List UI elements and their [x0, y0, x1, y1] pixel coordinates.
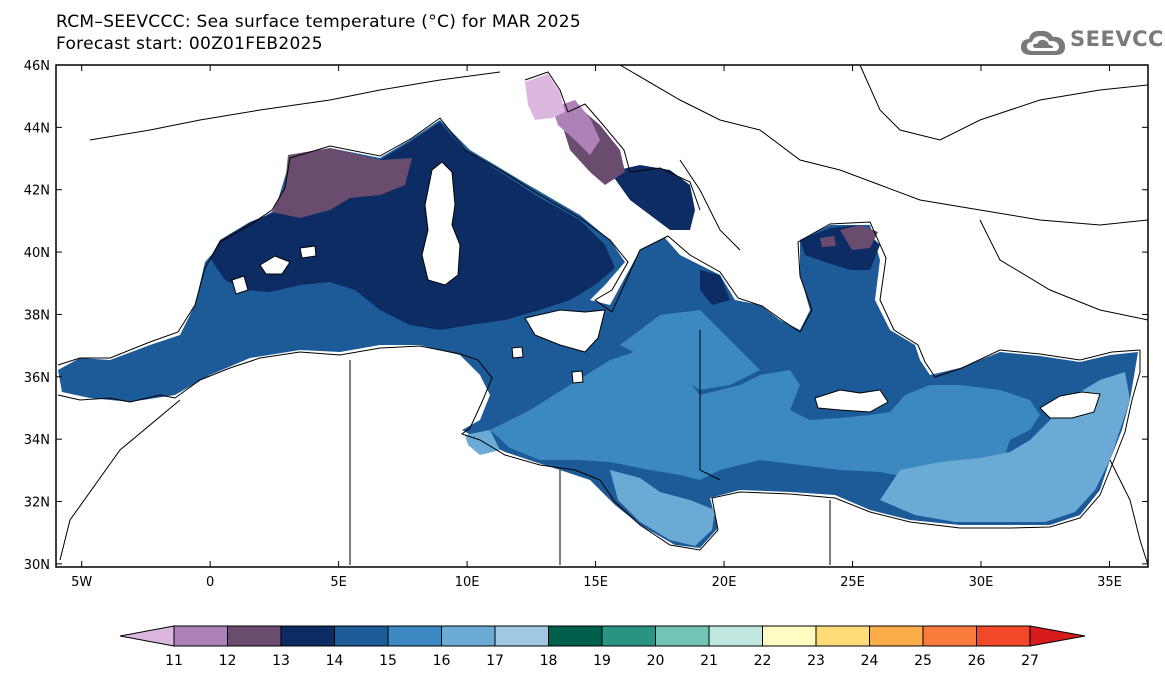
seevccc-logo-text: SEEVCCC [1070, 27, 1165, 51]
lat-tick-label: 32N [24, 496, 50, 511]
balearic-island-mallorca [259, 255, 291, 275]
colorbar-label: 23 [807, 653, 825, 669]
colorbar-low-triangle [119, 625, 175, 647]
crete-island [814, 389, 889, 413]
lon-tick-label: 30E [969, 575, 994, 590]
colorbar: 11 12 13 14 15 16 17 18 19 20 21 22 23 24 25 26 27 [119, 625, 1086, 669]
colorbar-swatch [387, 625, 442, 647]
lon-tick-label: 35E [1097, 575, 1122, 590]
colorbar-label: 21 [700, 653, 718, 669]
colorbar-swatch [173, 625, 228, 647]
colorbar-high-triangle [1029, 625, 1086, 647]
lat-tick-label: 30N [24, 558, 50, 573]
lat-tick-label: 46N [24, 59, 50, 74]
colorbar-label: 11 [165, 653, 183, 669]
lon-tick-label: 0 [206, 575, 214, 590]
lat-tick-label: 42N [24, 184, 50, 199]
balearic-island-minorca [299, 245, 317, 259]
sea-region-14-ionian [700, 270, 730, 305]
colorbar-swatch [762, 625, 817, 647]
colorbar-swatch [280, 625, 335, 647]
colorbar-swatch [708, 625, 763, 647]
colorbar-label: 13 [272, 653, 290, 669]
sea-region-13-small [820, 236, 836, 247]
colorbar-label: 14 [326, 653, 344, 669]
colorbar-swatch [441, 625, 496, 647]
cyprus-island [1039, 391, 1101, 419]
colorbar-label: 22 [754, 653, 772, 669]
sea-region-16 [490, 350, 1040, 480]
colorbar-label: 20 [647, 653, 665, 669]
colorbar-swatch [227, 625, 282, 647]
sea-region-17-libya [610, 470, 715, 546]
colorbar-label: 18 [540, 653, 558, 669]
sea-region-17-tunisia [465, 430, 500, 455]
lat-tick-label: 44N [24, 121, 50, 136]
corsica-sardinia [421, 161, 461, 286]
colorbar-label: 17 [486, 653, 504, 669]
colorbar-label: 19 [593, 653, 611, 669]
latitude-axis: 46N 44N 42N 40N 38N 36N 34N 32N 30N [24, 59, 1148, 573]
lat-tick-label: 36N [24, 371, 50, 386]
colorbar-label: 12 [219, 653, 237, 669]
colorbar-swatch [601, 625, 656, 647]
colorbar-label: 25 [914, 653, 932, 669]
sea-region-11-adriatic [525, 74, 565, 120]
sea-region-16-ionian [620, 310, 760, 390]
balearic-island-ibiza [231, 275, 249, 295]
forecast-start-label: Forecast start: 00Z01FEB2025 [56, 34, 323, 54]
colorbar-swatch [869, 625, 924, 647]
colorbar-label: 15 [379, 653, 397, 669]
colorbar-label: 16 [433, 653, 451, 669]
lon-tick-label: 20E [712, 575, 737, 590]
sea-region-14-adriatic [610, 165, 695, 230]
sicily-island [524, 309, 606, 353]
pantelleria-island [511, 346, 524, 359]
colorbar-swatch [334, 625, 389, 647]
map-title: RCM–SEEVCCC: Sea surface temperature (°C… [56, 12, 582, 32]
colorbar-swatch [922, 625, 977, 647]
longitude-axis: 5W 0 5E 10E 15E 20E 25E 30E 35E [71, 65, 1122, 590]
coastlines [57, 64, 1149, 566]
malta-island [571, 370, 584, 384]
sea-region-13-thracian [840, 225, 878, 250]
sea-temperature-field [58, 74, 1138, 548]
lat-tick-label: 40N [24, 246, 50, 261]
sea-region-12-adriatic [552, 100, 600, 155]
colorbar-swatch [815, 625, 870, 647]
colorbar-swatch [655, 625, 710, 647]
lat-tick-label: 34N [24, 433, 50, 448]
colorbar-swatch [494, 625, 549, 647]
colorbar-label: 24 [861, 653, 879, 669]
lon-tick-label: 5W [71, 575, 92, 590]
lon-tick-label: 15E [583, 575, 608, 590]
lat-tick-label: 38N [24, 308, 50, 323]
colorbar-swatch [976, 625, 1031, 647]
lon-tick-label: 5E [330, 575, 347, 590]
lon-tick-label: 25E [840, 575, 865, 590]
lon-tick-label: 10E [455, 575, 480, 590]
colorbar-label: 27 [1021, 653, 1039, 669]
cloud-icon [1020, 30, 1066, 55]
colorbar-label: 26 [968, 653, 986, 669]
sea-region-13-gulf-of-lion [272, 148, 412, 218]
colorbar-swatch [548, 625, 603, 647]
map-frame [55, 64, 1149, 568]
